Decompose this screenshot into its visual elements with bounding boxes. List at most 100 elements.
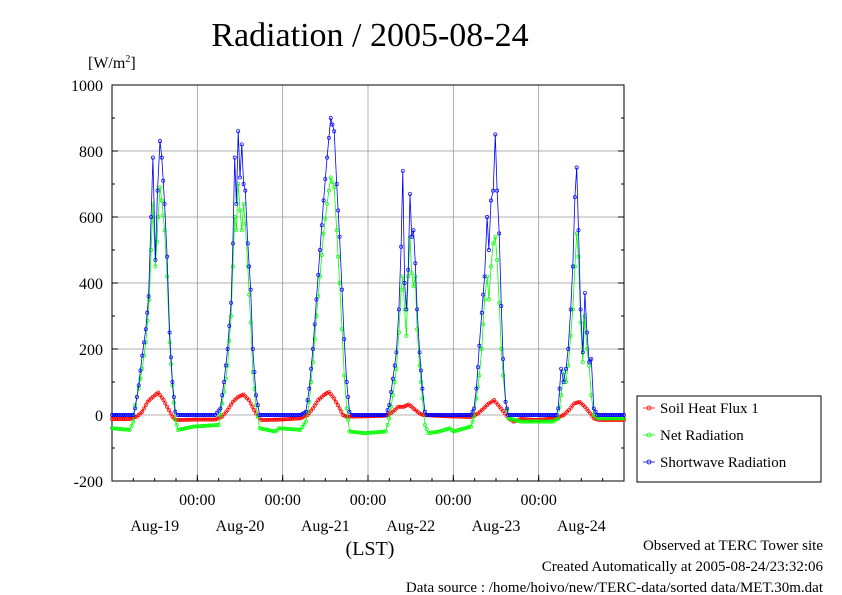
data-point (291, 416, 296, 421)
legend-box (636, 395, 822, 483)
data-point (140, 409, 145, 414)
data-point (161, 398, 166, 403)
data-point (446, 426, 450, 431)
data-point (453, 413, 458, 417)
data-point (159, 155, 164, 160)
data-point (561, 380, 566, 384)
data-point (133, 406, 138, 411)
data-point (330, 122, 335, 127)
data-point (526, 419, 530, 424)
data-point (347, 409, 352, 414)
data-point (355, 430, 359, 435)
legend-marker (646, 405, 652, 411)
data-point (503, 399, 508, 404)
data-point (426, 413, 431, 417)
data-point (387, 403, 392, 408)
data-point (334, 399, 338, 404)
data-point (366, 430, 370, 435)
data-point (179, 417, 184, 422)
data-point (236, 129, 241, 134)
data-point (522, 413, 527, 417)
data-point (346, 417, 351, 422)
footer: Observed at TERC Tower site Created Auto… (406, 538, 824, 595)
data-point (508, 416, 513, 421)
data-point (277, 426, 282, 431)
data-point (517, 413, 522, 417)
data-point (524, 419, 529, 424)
data-point (542, 419, 546, 424)
data-point (438, 428, 443, 433)
y-unit-superscript: 2 (125, 54, 130, 65)
data-point (227, 338, 232, 343)
data-point (330, 180, 335, 185)
data-point (342, 337, 347, 342)
data-point (460, 427, 465, 431)
data-point (582, 290, 587, 295)
y-axis-unit-label: [W/m2] (88, 54, 136, 72)
data-point (318, 248, 322, 252)
data-point (277, 413, 282, 417)
data-point (127, 427, 132, 432)
data-point (247, 264, 252, 269)
data-point (574, 400, 578, 405)
data-point (223, 363, 228, 368)
data-point (417, 363, 422, 368)
data-point (396, 404, 401, 409)
data-point (396, 307, 401, 312)
data-point (115, 417, 120, 421)
data-point (122, 417, 127, 421)
data-point (204, 413, 209, 417)
footer-observed: Observed at TERC Tower site (643, 538, 823, 554)
data-point (143, 327, 148, 332)
data-point (259, 413, 264, 417)
data-point (444, 413, 449, 417)
data-point (145, 318, 150, 323)
data-point (486, 248, 491, 252)
data-point (264, 427, 269, 432)
data-point (266, 417, 271, 422)
data-point (158, 393, 162, 398)
data-point (211, 413, 216, 417)
data-point (420, 396, 425, 401)
data-point (385, 408, 390, 413)
data-point (538, 413, 543, 417)
data-point (229, 314, 234, 318)
data-point (540, 419, 545, 424)
data-point (469, 413, 474, 417)
data-point (405, 403, 410, 408)
data-point (284, 413, 289, 417)
data-point (266, 413, 271, 417)
data-point (564, 366, 568, 371)
data-point (216, 422, 221, 427)
data-point (286, 426, 290, 431)
data-point (303, 409, 308, 414)
data-point (129, 413, 134, 417)
data-point (472, 414, 476, 419)
data-point (578, 320, 583, 325)
data-point (538, 419, 543, 424)
data-point (597, 413, 602, 417)
data-point (515, 418, 520, 423)
data-point (349, 429, 354, 434)
data-point (202, 417, 207, 422)
data-point (271, 429, 276, 434)
data-point (110, 413, 114, 417)
data-point (227, 323, 232, 328)
data-point (115, 413, 120, 417)
data-point (413, 274, 418, 279)
data-point (234, 201, 239, 206)
data-point (165, 404, 170, 409)
data-point (131, 413, 136, 417)
y-tick-label: 0 (95, 408, 103, 425)
data-point (332, 396, 337, 401)
data-point (336, 254, 341, 259)
data-point (250, 404, 255, 409)
data-point (291, 413, 296, 417)
legend: Soil Heat Flux 1 Net Radiation Shortwave R… (636, 395, 822, 483)
data-point (179, 413, 184, 417)
data-point (402, 281, 407, 285)
data-point (572, 264, 577, 269)
date-label: Aug-21 (301, 518, 350, 535)
data-point (337, 281, 342, 285)
data-point (110, 417, 114, 421)
